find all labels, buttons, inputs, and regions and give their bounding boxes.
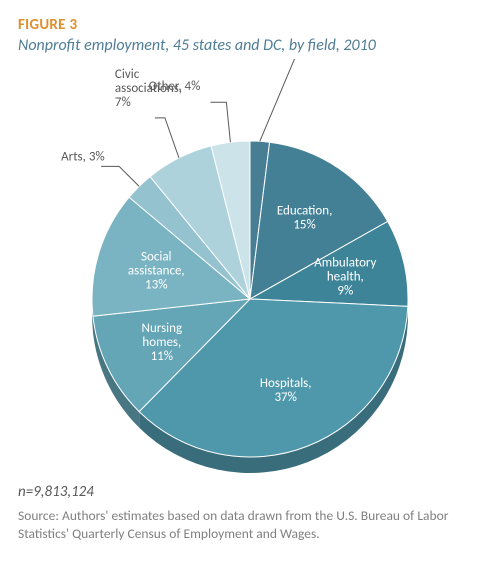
- slice-label: 37%: [274, 390, 296, 405]
- leader-line: [101, 166, 139, 186]
- source-note: Source: Authors' estimates based on data…: [18, 507, 482, 543]
- leader-line: [155, 118, 179, 158]
- slice-label: 15%: [293, 217, 315, 232]
- slice-label: 11%: [151, 349, 173, 364]
- slice-label: assistance,: [128, 264, 185, 279]
- slice-label: Other, 4%: [149, 79, 201, 94]
- slice-label: Nursing: [142, 321, 183, 336]
- slice-label: 7%: [115, 95, 131, 110]
- slice-label: Civic: [115, 67, 140, 82]
- slice-label: homes,: [142, 335, 181, 350]
- sample-size: n=9,813,124: [18, 483, 482, 501]
- leader-line: [260, 59, 336, 141]
- slice-label: Ambulatory: [314, 255, 376, 270]
- slice-label: Hospitals,: [260, 376, 312, 391]
- slice-label: 9%: [337, 284, 353, 299]
- slice-label: health,: [327, 270, 364, 285]
- figure-title: Nonprofit employment, 45 states and DC, …: [18, 36, 482, 55]
- slice-label: Social: [141, 250, 172, 265]
- slice-label: Education,: [277, 203, 333, 218]
- slice-label: 13%: [145, 278, 167, 293]
- figure-number: FIGURE 3: [18, 16, 482, 34]
- leader-line: [210, 102, 230, 142]
- pie-chart: Professionalservices, 2%Education,15%Amb…: [18, 59, 482, 479]
- slice-label: Arts, 3%: [61, 149, 105, 164]
- figure-container: FIGURE 3 Nonprofit employment, 45 states…: [0, 0, 500, 571]
- pie-top: [92, 141, 408, 457]
